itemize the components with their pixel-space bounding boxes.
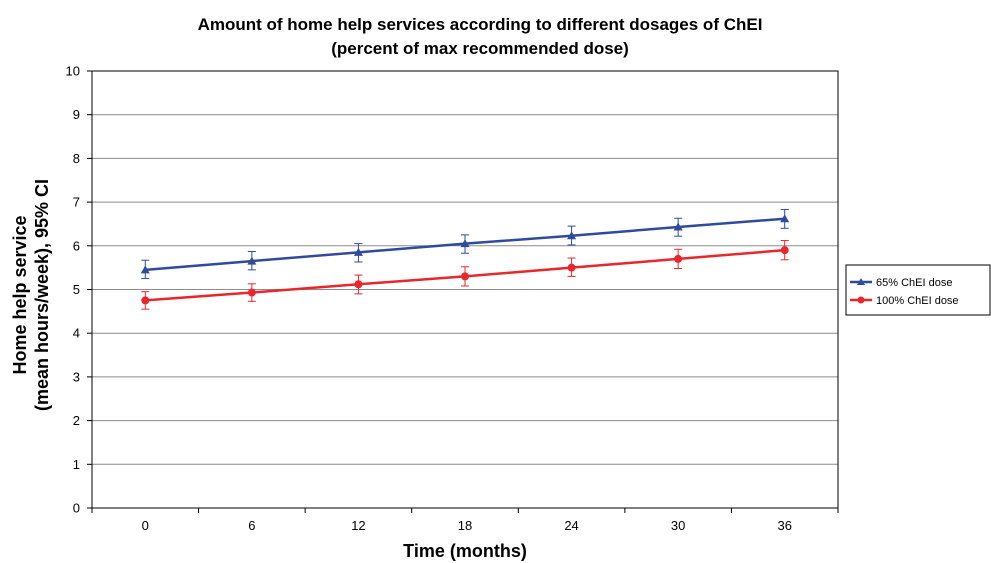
legend-marker-0 <box>857 278 865 285</box>
y-tick-label-8: 8 <box>73 151 80 166</box>
y-tick-label-2: 2 <box>73 413 80 428</box>
marker-1-1 <box>247 288 256 297</box>
y-tick-label-0: 0 <box>73 501 80 516</box>
marker-1-6 <box>780 246 789 255</box>
marker-1-3 <box>461 272 469 281</box>
x-tick-label-6: 6 <box>248 518 255 533</box>
x-tick-label-0: 0 <box>142 518 149 533</box>
x-axis-ticks: 0 6 12 18 24 30 36 <box>91 508 839 533</box>
x-tick-label-24: 24 <box>564 518 578 533</box>
x-tick-label-36: 36 <box>777 518 791 533</box>
chart-title-line2: (percent of max recommended dose) <box>331 39 629 58</box>
marker-1-0 <box>141 296 150 305</box>
y-tick-label-6: 6 <box>73 238 80 253</box>
marker-1-4 <box>567 263 576 272</box>
y-tick-label-9: 9 <box>73 107 80 122</box>
y-tick-label-7: 7 <box>73 195 80 210</box>
series-1 <box>141 240 789 310</box>
legend-label-1: 100% ChEI dose <box>876 295 959 307</box>
y-axis-title: Home help service (mean hours/week), 95%… <box>10 179 52 411</box>
marker-0-3 <box>460 239 470 248</box>
y-tick-label-1: 1 <box>73 457 80 472</box>
legend-label-0: 65% ChEI dose <box>876 277 952 289</box>
y-tick-label-10: 10 <box>66 64 80 79</box>
marker-0-0 <box>140 265 150 274</box>
y-axis-ticks: 0 1 2 3 4 5 6 7 8 9 10 <box>66 64 92 516</box>
y-axis-title-line1: Home help service <box>10 215 30 374</box>
x-axis-title: Time (months) <box>403 541 527 561</box>
marker-0-1 <box>247 256 257 265</box>
legend: 65% ChEI dose 100% ChEI dose <box>845 264 991 316</box>
x-tick-label-18: 18 <box>458 518 472 533</box>
marker-0-4 <box>567 231 577 240</box>
legend-marker-1 <box>857 296 865 304</box>
legend-box <box>845 264 991 316</box>
x-tick-label-30: 30 <box>671 518 685 533</box>
y-tick-label-5: 5 <box>73 282 80 297</box>
series-layer <box>140 209 790 310</box>
x-tick-label-12: 12 <box>351 518 365 533</box>
marker-0-6 <box>780 214 790 223</box>
gridlines <box>92 114 838 465</box>
series-0 <box>140 209 790 280</box>
marker-1-2 <box>354 280 363 289</box>
y-tick-label-3: 3 <box>73 369 80 384</box>
marker-0-5 <box>673 222 683 231</box>
y-tick-label-4: 4 <box>73 326 80 341</box>
y-axis-title-line2: (mean hours/week), 95% CI <box>32 179 52 411</box>
chart-title-line1: Amount of home help services according t… <box>198 15 763 34</box>
marker-0-2 <box>353 247 363 256</box>
marker-1-5 <box>674 254 683 263</box>
